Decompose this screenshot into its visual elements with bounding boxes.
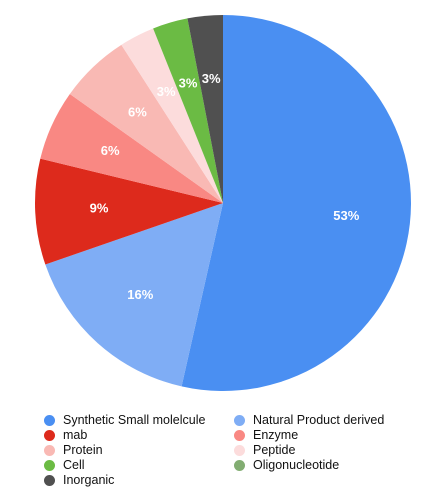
legend-swatch [44,429,55,441]
legend-item-enzyme: Enzyme [234,427,298,443]
slice-label-natural-product-derived: 16% [127,287,153,302]
pie-chart: 53%16%9%6%6%3%3% 3% [35,15,412,391]
slice-label-peptide: 3% [157,84,176,99]
legend-swatch [234,429,245,441]
legend-swatch [234,414,245,426]
legend-item-peptide: Peptide [234,442,295,458]
legend-item-inorganic: Inorganic [44,472,114,488]
slice-label-mab: 9% [90,200,109,215]
legend-item-natural-product-derived: Natural Product derived [234,412,384,428]
slice-label-cell: 3% [179,75,198,90]
pie-slice-cell [153,18,223,204]
legend-swatch [44,444,55,456]
slice-label-synthetic-small-molelcule: 53% [333,208,359,223]
pie-labels: 53%16%9%6%6%3%3% 3% [90,71,360,302]
legend-item-protein: Protein [44,442,103,458]
pie-slices [35,15,412,391]
pie-slice-inorganic [187,15,223,203]
pie-slice-peptide [121,28,223,204]
pie-slice-mab [35,158,223,265]
legend-label: Synthetic Small molelcule [63,413,206,427]
pie-slice-protein [69,44,224,204]
slice-label-inorganic: 3% [202,71,221,86]
pie-slice-natural-product-derived [45,203,224,387]
legend-label: Peptide [253,443,296,457]
legend-item-oligonucleotide: Oligonucleotide [234,457,339,473]
legend-swatch [234,459,245,471]
pie-slice-enzyme [40,93,224,203]
legend-label: Natural Product derived [253,413,385,427]
legend-label: Oligonucleotide [253,458,340,472]
legend-swatch [44,474,55,486]
legend-label: Cell [63,458,85,472]
legend-swatch [234,444,245,456]
legend-label: mab [63,428,88,442]
legend-swatch [44,414,55,426]
slice-label-protein: 6% [128,105,147,120]
legend-item-cell: Cell [44,457,85,473]
legend-item-mab: mab [44,427,87,443]
legend-label: Enzyme [253,428,299,442]
slice-label-enzyme: 6% [101,143,120,158]
legend-swatch [44,459,55,471]
pie-slice-synthetic-small-molelcule [181,15,412,391]
legend-item-synthetic-small-molelcule: Synthetic Small molelcule [44,412,205,428]
legend-label: Inorganic [63,473,115,487]
legend-label: Protein [63,443,103,457]
